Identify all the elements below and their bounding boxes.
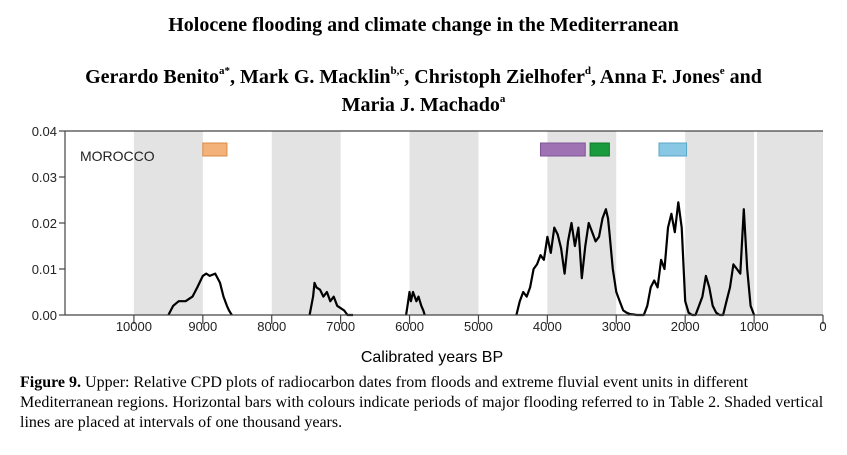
- flood-period-bar: [589, 142, 610, 157]
- figure-caption: Figure 9. Upper: Relative CPD plots of r…: [20, 373, 830, 433]
- shaded-interval: [757, 131, 823, 315]
- author: Gerardo Benitoa*,: [85, 65, 240, 89]
- author: Christoph Zielhoferd,: [414, 65, 600, 89]
- author: Maria J. Machadoa: [341, 93, 506, 117]
- y-tick-label: 0.00: [32, 308, 57, 323]
- x-tick-label: 10000: [116, 319, 152, 334]
- author-list: Gerardo Benitoa*, Mark G. Macklinb,c, Ch…: [40, 63, 807, 119]
- x-tick-label: 6000: [395, 319, 424, 334]
- x-tick-label: 7000: [326, 319, 355, 334]
- shaded-intervals: [133, 131, 823, 315]
- flood-period-bar: [539, 142, 586, 157]
- shaded-interval: [133, 131, 203, 315]
- panel-label: MOROCCO: [80, 148, 155, 164]
- x-tick-label: 9000: [188, 319, 217, 334]
- y-tick-label: 0.01: [32, 262, 57, 277]
- y-tick-label: 0.03: [32, 170, 57, 185]
- shaded-interval: [547, 131, 617, 315]
- x-axis-label: Calibrated years BP: [361, 349, 503, 366]
- author: Mark G. Macklinb,c,: [239, 65, 415, 89]
- shaded-interval: [409, 131, 479, 315]
- x-tick-label: 4000: [533, 319, 562, 334]
- author: Anna F. Jonese and: [599, 65, 762, 89]
- cpd-series-line: [167, 201, 756, 317]
- x-tick-label: 0: [819, 319, 826, 334]
- flood-period-bar: [202, 142, 228, 157]
- x-tick-label: 5000: [464, 319, 493, 334]
- x-tick-label: 1000: [740, 319, 769, 334]
- figure-label: Figure 9.: [20, 374, 82, 391]
- caption-text: Upper: Relative CPD plots of radiocarbon…: [20, 374, 824, 431]
- x-tick-label: 2000: [671, 319, 700, 334]
- shaded-interval: [271, 131, 341, 315]
- flood-period-bars: [202, 142, 688, 157]
- x-tick-label: 8000: [257, 319, 286, 334]
- flood-period-bar: [658, 142, 688, 157]
- y-tick-label: 0.04: [32, 124, 57, 139]
- paper-title: Holocene flooding and climate change in …: [168, 14, 679, 36]
- y-tick-label: 0.02: [32, 216, 57, 231]
- x-tick-label: 3000: [602, 319, 631, 334]
